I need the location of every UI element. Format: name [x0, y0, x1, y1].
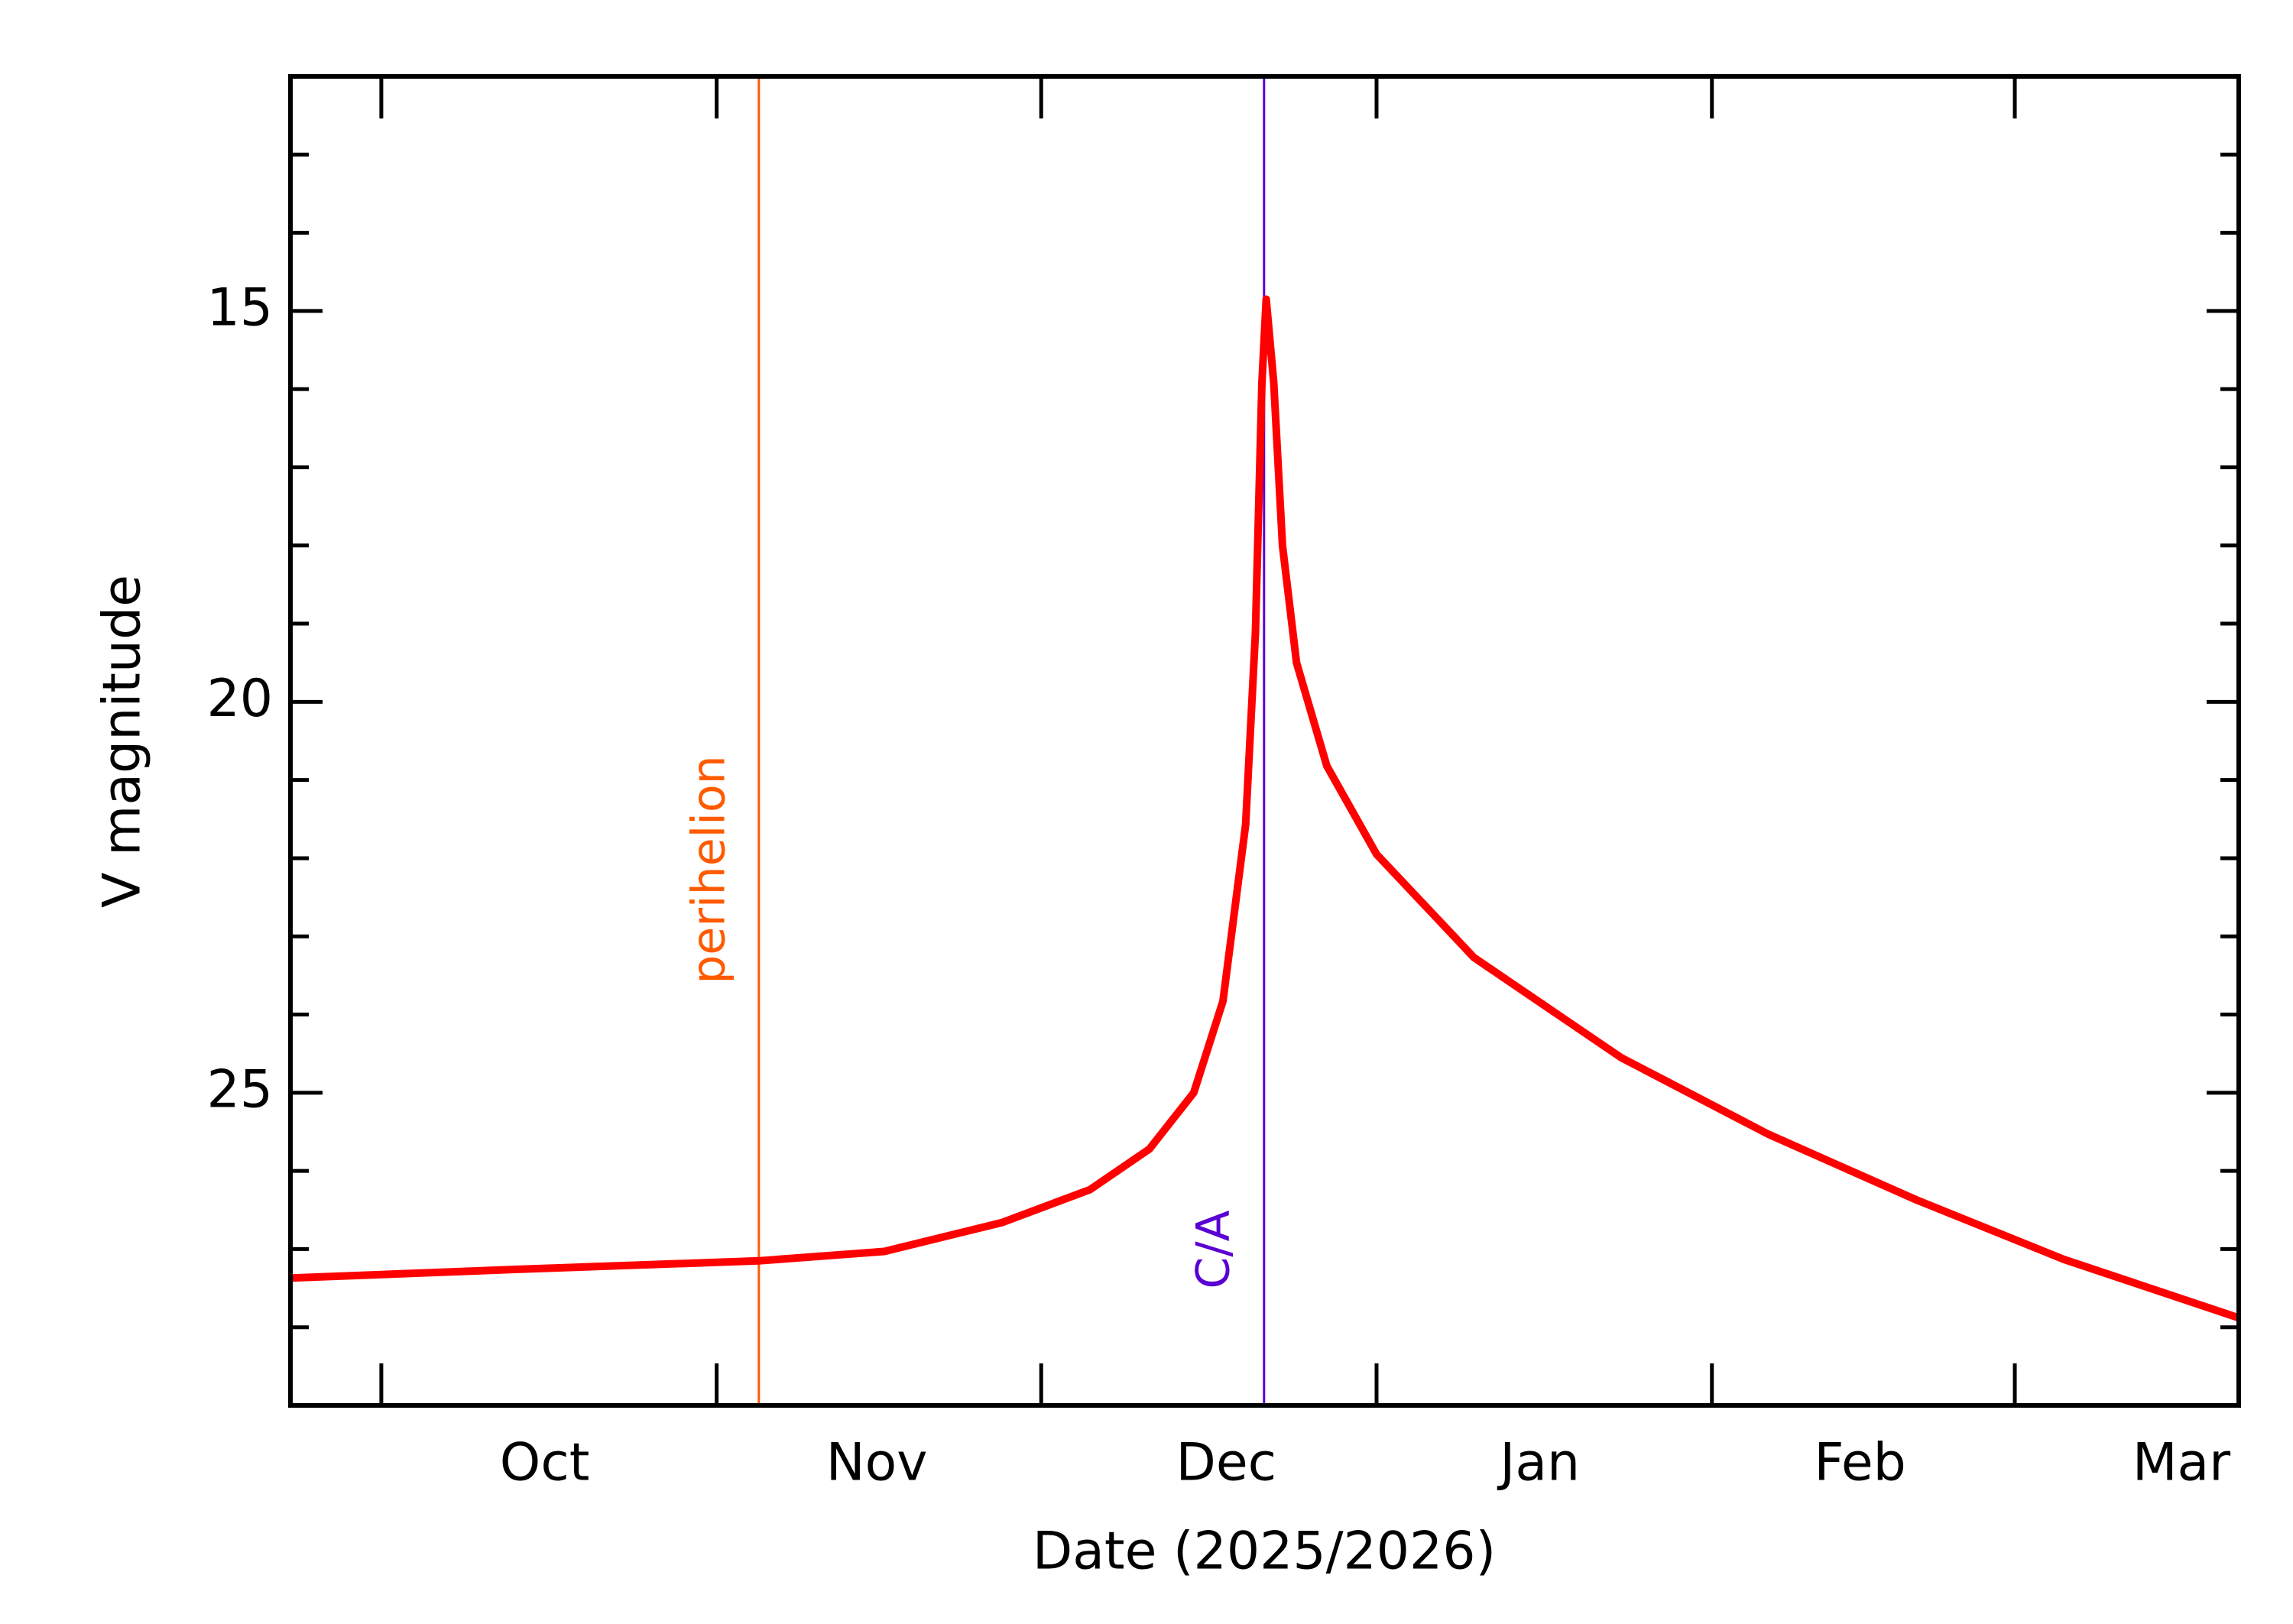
- y-tick-label: 20: [206, 669, 273, 729]
- x-tick-label: Jan: [1497, 1433, 1580, 1493]
- x-tick-label: Feb: [1814, 1433, 1905, 1493]
- event-label: C/A: [1187, 1210, 1241, 1289]
- y-axis-title: V magnitude: [92, 575, 153, 908]
- x-tick-label: Mar: [2132, 1433, 2230, 1493]
- event-label: perihelion: [683, 755, 736, 984]
- y-tick-label: 15: [206, 277, 273, 338]
- x-tick-label: Nov: [826, 1433, 928, 1493]
- plot-frame: [288, 74, 2241, 1408]
- y-tick-label: 25: [206, 1059, 273, 1120]
- x-tick-label: Dec: [1176, 1433, 1276, 1493]
- x-tick-label: Oct: [500, 1433, 590, 1493]
- data-line: [290, 295, 2240, 1322]
- x-axis-title: Date (2025/2026): [1033, 1522, 1496, 1582]
